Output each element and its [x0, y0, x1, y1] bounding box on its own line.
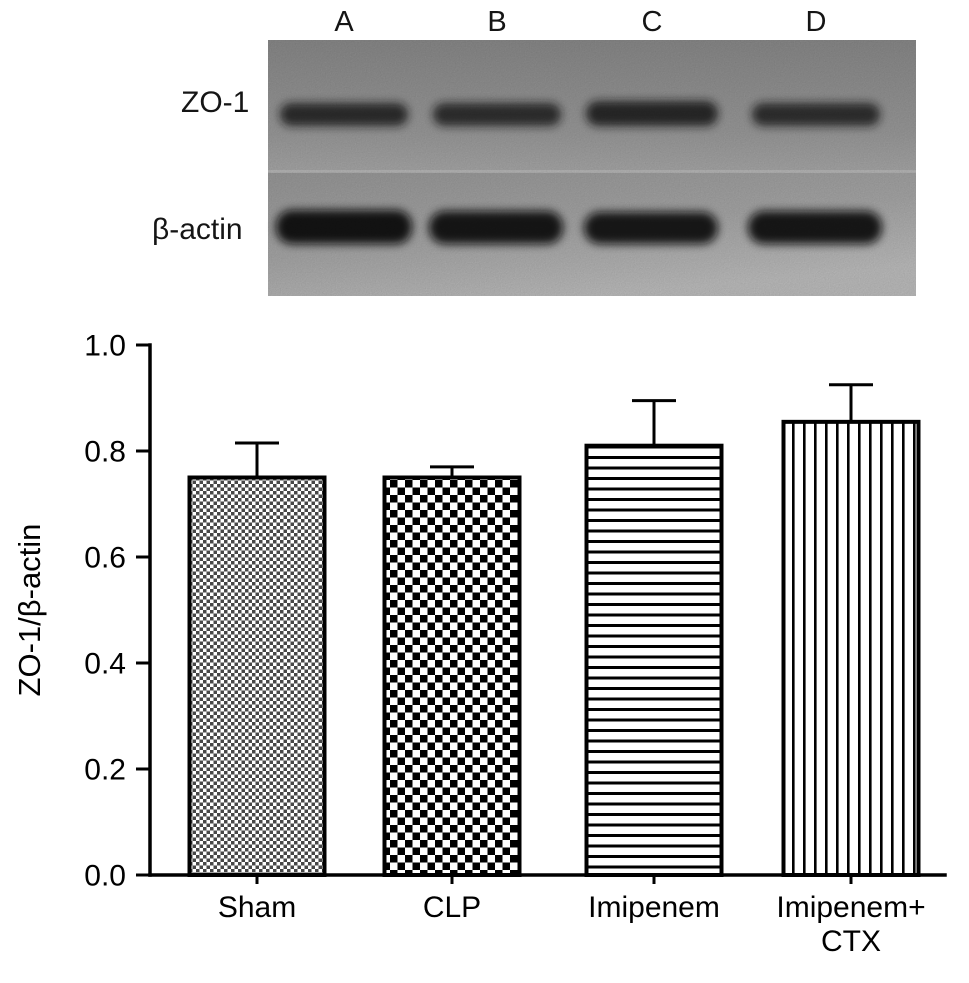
y-tick-label: 0.4: [84, 648, 126, 681]
bar-chart: 0.0 0.2 0.4 0.6 0.8 1.0 Sham CLP Imipenem Imipene…: [12, 330, 947, 958]
lane-label-b: B: [487, 6, 507, 38]
blot-row-label-actin: β-actin: [152, 213, 243, 246]
bar-horizontal-lines: [584, 443, 724, 877]
lane-label-c: C: [641, 6, 663, 38]
x-category-label: Imipenem: [588, 891, 720, 924]
y-tick-label: 0.8: [84, 436, 126, 469]
y-tick-label: 0.2: [84, 754, 126, 787]
lane-label-d: D: [805, 6, 827, 38]
bar-fine-checker: [187, 475, 327, 877]
y-tick-label: 1.0: [84, 330, 126, 363]
bar-checkerboard: [382, 475, 522, 877]
gel-image: [268, 40, 916, 296]
x-category-label: Sham: [218, 891, 296, 924]
chart-plot-area: 0.0 0.2 0.4 0.6 0.8 1.0 Sham CLP Imipenem Imipene…: [12, 330, 947, 958]
gel-grain-overlay: [268, 40, 916, 296]
x-category-label: Imipenem+ CTX: [776, 891, 925, 958]
bar-vertical-lines: [781, 419, 921, 877]
y-tick-label: 0.0: [84, 860, 126, 893]
y-tick-label: 0.6: [84, 542, 126, 575]
western-blot-panel: A B C D ZO-1 β-actin: [0, 0, 969, 330]
lane-label-a: A: [334, 6, 354, 38]
blot-row-label-zo1: ZO-1: [181, 86, 250, 119]
y-axis-label: ZO-1/β-actin: [12, 524, 47, 697]
x-category-label: CLP: [423, 891, 481, 924]
